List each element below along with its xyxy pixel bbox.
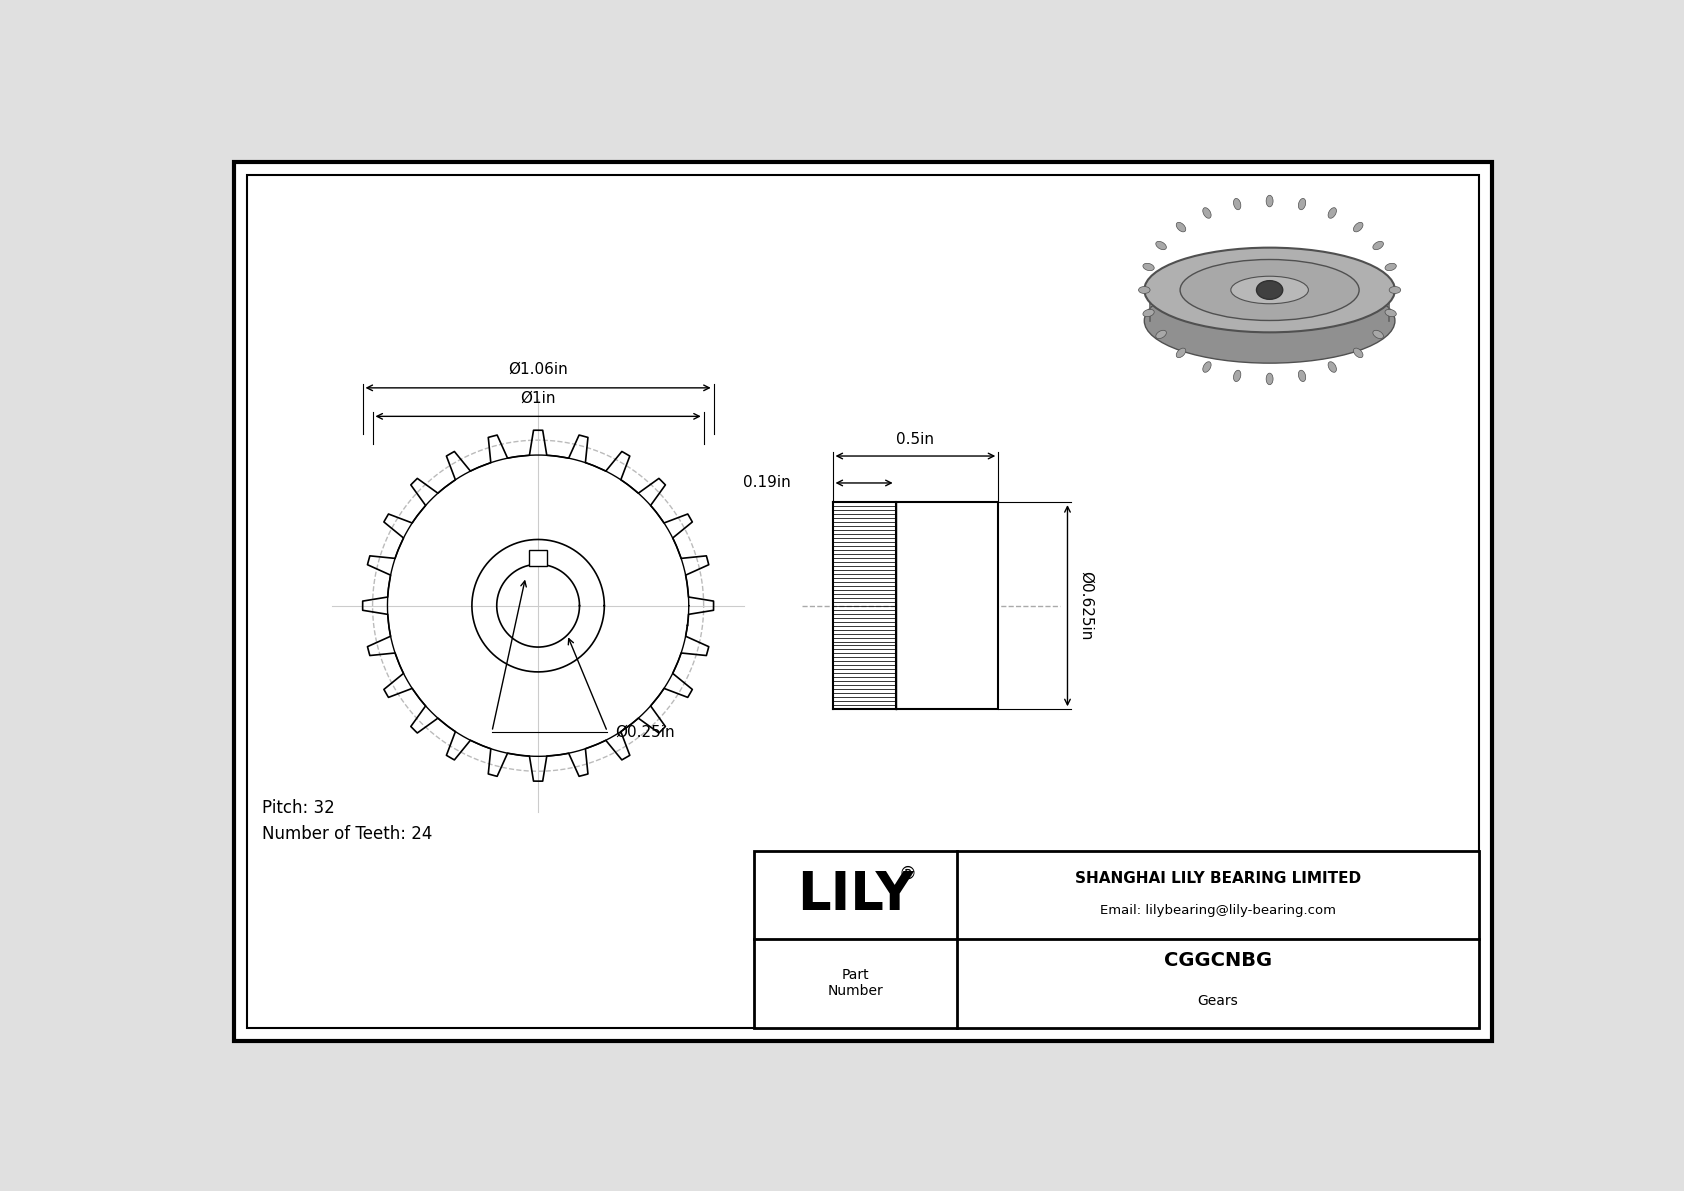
Bar (754, 850, 1479, 1028)
Ellipse shape (1231, 276, 1308, 304)
Text: ®: ® (899, 865, 916, 883)
Ellipse shape (1180, 260, 1359, 320)
Text: SHANGHAI LILY BEARING LIMITED: SHANGHAI LILY BEARING LIMITED (1074, 872, 1361, 886)
Text: Pitch: 32: Pitch: 32 (263, 799, 335, 817)
Ellipse shape (1145, 279, 1394, 363)
Text: Ø0.625in: Ø0.625in (1078, 570, 1093, 641)
Ellipse shape (1266, 195, 1273, 207)
Ellipse shape (1389, 287, 1401, 293)
Ellipse shape (1329, 207, 1337, 218)
Ellipse shape (1143, 310, 1154, 317)
Text: Part
Number: Part Number (827, 968, 882, 998)
Text: Ø1in: Ø1in (520, 391, 556, 406)
Ellipse shape (1372, 330, 1384, 338)
Ellipse shape (1202, 207, 1211, 218)
Ellipse shape (1298, 370, 1305, 381)
Ellipse shape (1233, 199, 1241, 210)
Ellipse shape (1202, 362, 1211, 373)
Ellipse shape (1145, 248, 1394, 332)
Ellipse shape (1138, 287, 1150, 293)
Ellipse shape (1143, 263, 1154, 270)
Ellipse shape (1354, 223, 1362, 232)
Ellipse shape (1175, 223, 1186, 232)
Text: Email: lilybearing@lily-bearing.com: Email: lilybearing@lily-bearing.com (1100, 904, 1335, 917)
Ellipse shape (1233, 370, 1241, 381)
Bar (896, 503, 999, 709)
Text: 0.5in: 0.5in (896, 432, 935, 447)
Ellipse shape (1298, 199, 1305, 210)
Ellipse shape (1256, 281, 1283, 299)
Bar (529, 550, 547, 566)
Ellipse shape (1175, 348, 1186, 357)
Ellipse shape (1155, 330, 1167, 338)
Ellipse shape (1384, 263, 1396, 270)
Ellipse shape (1155, 242, 1167, 250)
Ellipse shape (1384, 310, 1396, 317)
Ellipse shape (1266, 373, 1273, 385)
Text: CGGCNBG: CGGCNBG (1164, 950, 1271, 969)
Ellipse shape (1372, 242, 1384, 250)
Ellipse shape (1329, 362, 1337, 373)
Ellipse shape (1354, 348, 1362, 357)
Text: LILY: LILY (797, 868, 914, 921)
Text: Ø0.25in: Ø0.25in (615, 724, 675, 740)
Text: Number of Teeth: 24: Number of Teeth: 24 (263, 824, 433, 842)
Text: Gears: Gears (1197, 994, 1238, 1008)
Text: Ø1.06in: Ø1.06in (509, 362, 568, 378)
Text: 0.19in: 0.19in (743, 475, 790, 491)
